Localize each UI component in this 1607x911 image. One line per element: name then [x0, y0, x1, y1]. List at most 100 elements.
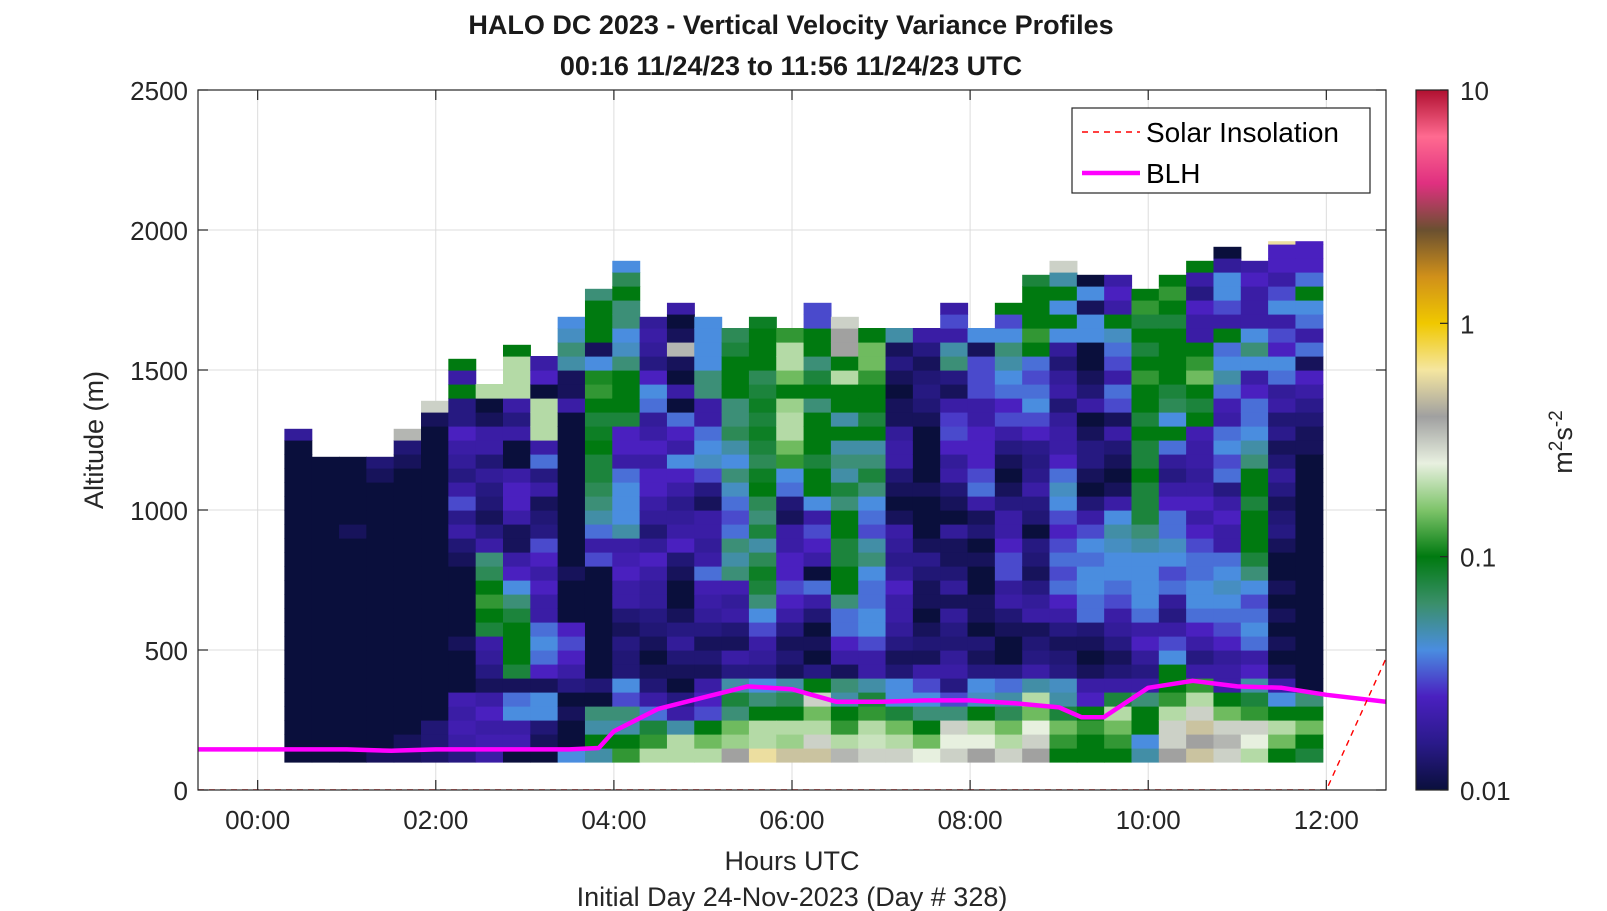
heatmap-cell — [994, 706, 1023, 721]
heatmap-cell — [530, 664, 559, 679]
heatmap-cell — [502, 692, 531, 707]
heatmap-cell — [284, 622, 313, 637]
heatmap-cell — [912, 510, 941, 525]
heatmap-cell — [475, 636, 504, 651]
heatmap-cell — [502, 356, 531, 371]
heatmap-cell — [612, 370, 641, 385]
heatmap-cell — [748, 650, 777, 665]
heatmap-cell — [284, 496, 313, 511]
heatmap-cell — [994, 552, 1023, 567]
heatmap-cell — [393, 524, 422, 539]
y-tick-label: 0 — [174, 776, 188, 806]
heatmap-cell — [912, 482, 941, 497]
heatmap-cell — [1131, 706, 1160, 721]
heatmap-cell — [530, 706, 559, 721]
heatmap-cell — [366, 636, 395, 651]
heatmap-cell — [557, 370, 586, 385]
heatmap-cell — [421, 566, 449, 581]
heatmap-cell — [1022, 384, 1051, 399]
heatmap-cell — [1268, 370, 1297, 385]
heatmap-cell — [584, 510, 613, 525]
heatmap-cell — [393, 580, 422, 595]
heatmap-cell — [393, 454, 422, 469]
heatmap-cell — [967, 650, 996, 665]
heatmap-cell — [1295, 412, 1324, 427]
heatmap-cell — [421, 524, 449, 539]
heatmap-cell — [1213, 272, 1242, 287]
heatmap-cell — [721, 692, 750, 707]
heatmap-cell — [1158, 734, 1187, 749]
heatmap-cell — [666, 566, 695, 581]
heatmap-cell — [830, 510, 859, 525]
heatmap-cell — [1131, 538, 1160, 553]
heatmap-cell — [612, 482, 641, 497]
heatmap-cell — [1022, 454, 1051, 469]
heatmap-cell — [994, 734, 1023, 749]
heatmap-cell — [666, 678, 695, 693]
heatmap-cell — [557, 664, 586, 679]
heatmap-cell — [1240, 356, 1269, 371]
heatmap-cell — [858, 748, 887, 763]
heatmap-cell — [858, 552, 887, 567]
heatmap-cell — [1131, 664, 1160, 679]
heatmap-cell — [475, 426, 504, 441]
heatmap-cell — [1131, 566, 1160, 581]
heatmap-cell — [830, 580, 859, 595]
heatmap-cell — [530, 720, 559, 735]
heatmap-cell — [612, 356, 641, 371]
heatmap-cell — [557, 468, 586, 483]
heatmap-cell — [1213, 314, 1242, 329]
heatmap-cell — [612, 734, 641, 749]
heatmap-cell — [694, 412, 723, 427]
heatmap-cell — [1049, 692, 1078, 707]
heatmap-cell — [994, 426, 1023, 441]
heatmap-cell — [967, 566, 996, 581]
heatmap-cell — [1049, 748, 1078, 763]
heatmap-cell — [448, 440, 477, 455]
heatmap-cell — [1104, 482, 1133, 497]
heatmap-cell — [967, 440, 996, 455]
heatmap-cell — [1158, 622, 1187, 637]
heatmap-cell — [1186, 440, 1215, 455]
heatmap-cell — [502, 524, 531, 539]
heatmap-cell — [1076, 622, 1105, 637]
heatmap-cell — [448, 566, 477, 581]
heatmap-cell — [1049, 524, 1078, 539]
heatmap-cell — [475, 608, 504, 623]
heatmap-cell — [994, 468, 1023, 483]
heatmap-cell — [776, 748, 805, 763]
heatmap-cell — [776, 580, 805, 595]
heatmap-cell — [803, 328, 832, 343]
heatmap-cell — [1104, 412, 1133, 427]
heatmap-cell — [1104, 664, 1133, 679]
heatmap-cell — [639, 412, 668, 427]
heatmap-cell — [967, 622, 996, 637]
heatmap-cell — [1240, 328, 1269, 343]
heatmap-cell — [1022, 286, 1051, 301]
heatmap-cell — [584, 314, 613, 329]
heatmap-cell — [1213, 412, 1242, 427]
heatmap-cell — [639, 316, 668, 329]
heatmap-cell — [639, 622, 668, 637]
heatmap-cell — [421, 622, 449, 637]
heatmap-cell — [885, 720, 914, 735]
heatmap-cell — [967, 580, 996, 595]
heatmap-cell — [502, 678, 531, 693]
heatmap-cell — [885, 580, 914, 595]
heatmap-cell — [940, 370, 969, 385]
heatmap-cell — [530, 734, 559, 749]
heatmap-cell — [1268, 244, 1297, 259]
y-tick-label: 2000 — [130, 216, 188, 246]
heatmap-cell — [1213, 748, 1242, 763]
heatmap-cell — [530, 524, 559, 539]
heatmap-cell — [502, 566, 531, 581]
heatmap-cell — [776, 650, 805, 665]
heatmap-cell — [1295, 664, 1324, 679]
heatmap-cell — [1049, 384, 1078, 399]
heatmap-cell — [475, 552, 504, 567]
heatmap-cell — [502, 664, 531, 679]
heatmap-cell — [284, 440, 313, 455]
heatmap-cell — [666, 580, 695, 595]
heatmap-cell — [858, 720, 887, 735]
